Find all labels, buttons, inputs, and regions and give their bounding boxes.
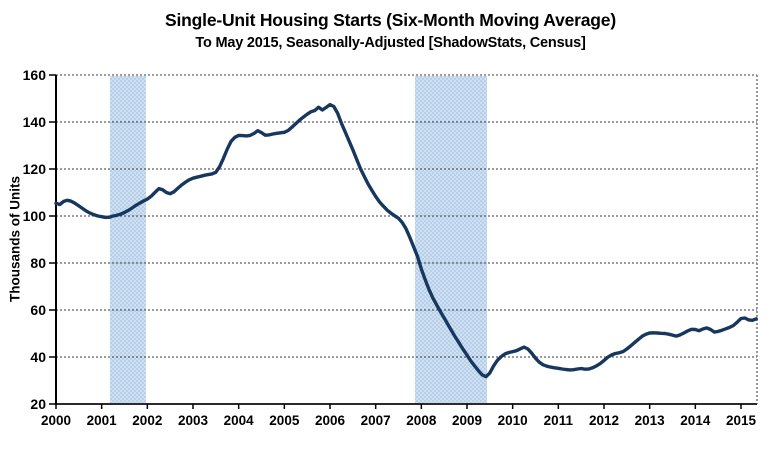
x-tick-label: 2004 xyxy=(224,413,255,428)
x-tick-label: 2007 xyxy=(361,413,391,428)
x-tick-label: 2001 xyxy=(87,413,118,428)
recession-band xyxy=(109,76,146,403)
x-tick-label: 2013 xyxy=(635,413,666,428)
chart-title: Single-Unit Housing Starts (Six-Month Mo… xyxy=(165,10,616,30)
x-tick-label: 2008 xyxy=(406,413,437,428)
chart-subtitle: To May 2015, Seasonally-Adjusted [Shadow… xyxy=(195,35,586,51)
x-tick-label: 2010 xyxy=(498,413,528,428)
x-tick-label: 2015 xyxy=(726,413,757,428)
x-tick-label: 2009 xyxy=(452,413,482,428)
x-tick-label: 2014 xyxy=(680,413,711,428)
recession-band xyxy=(414,76,488,403)
y-tick-label: 20 xyxy=(30,396,46,412)
x-tick-label: 2012 xyxy=(589,413,619,428)
y-tick-label: 120 xyxy=(23,161,47,177)
housing-starts-line xyxy=(54,102,758,379)
y-tick-label: 140 xyxy=(23,114,47,130)
y-tick-label: 60 xyxy=(30,302,46,318)
y-tick-label: 80 xyxy=(30,255,46,271)
x-tick-label: 2006 xyxy=(315,413,346,428)
y-tick-label: 40 xyxy=(30,349,46,365)
x-tick-label: 2011 xyxy=(544,413,574,428)
x-tick-label: 2005 xyxy=(269,413,300,428)
x-tick-label: 2000 xyxy=(41,413,71,428)
x-tick-label: 2003 xyxy=(178,413,209,428)
x-tick-label: 2002 xyxy=(132,413,162,428)
y-tick-label: 160 xyxy=(23,67,47,83)
y-tick-label: 100 xyxy=(23,208,47,224)
